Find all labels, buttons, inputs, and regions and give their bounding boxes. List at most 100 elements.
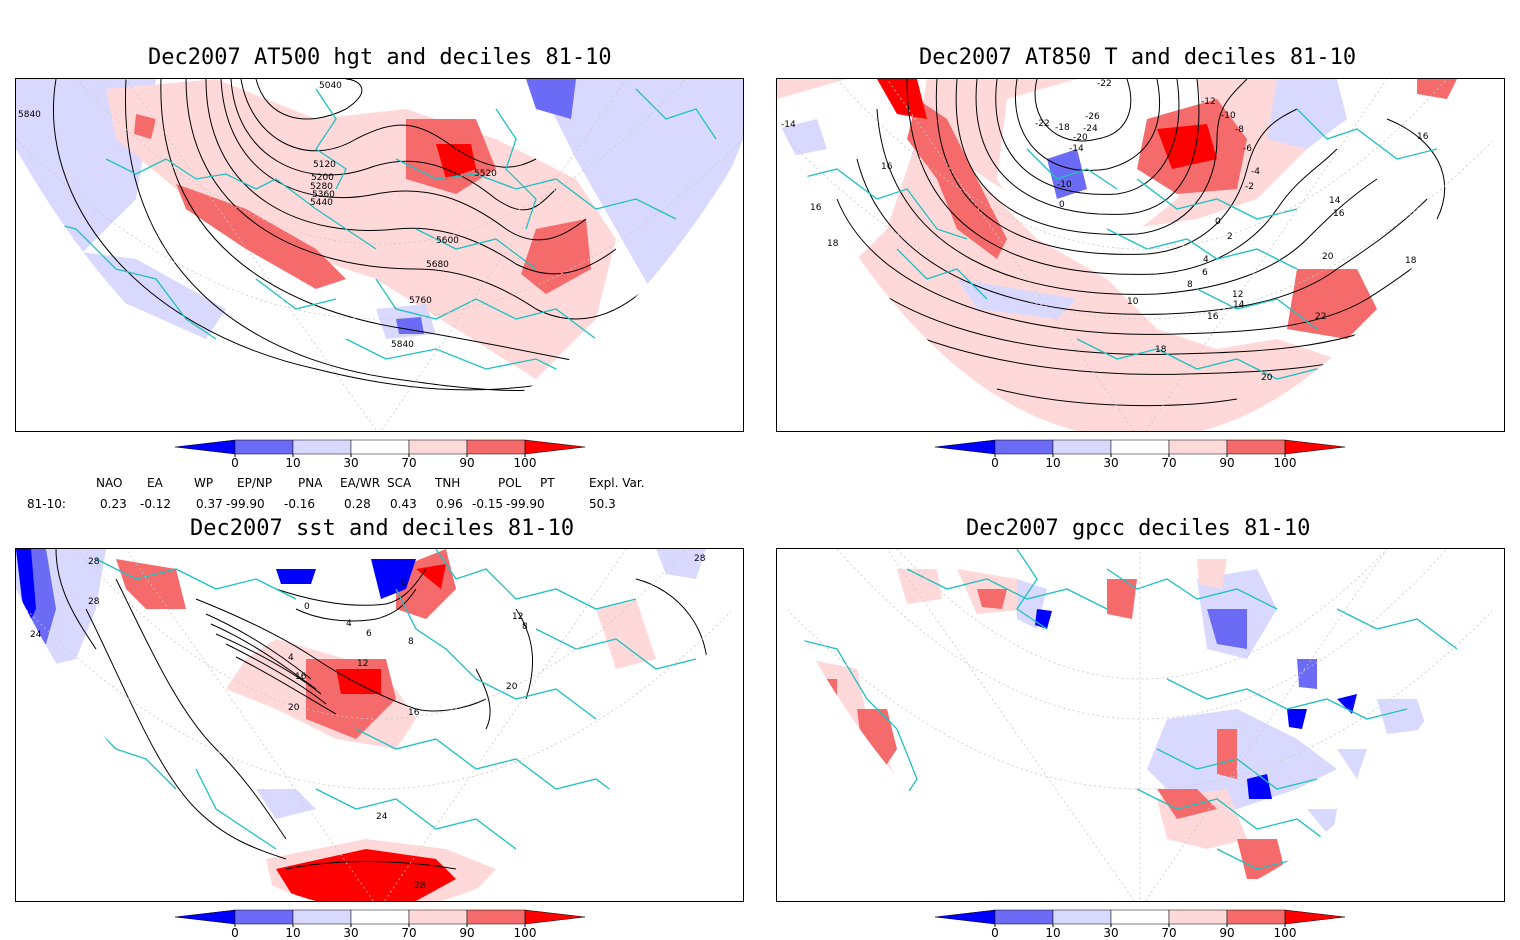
colorbar-tick-label: 100 <box>1274 926 1297 939</box>
contour-label: -10 <box>1221 111 1236 121</box>
colorbar-tick-label: 100 <box>514 456 537 469</box>
contour-label: 18 <box>827 239 839 249</box>
colorbar-swatch <box>1110 909 1170 925</box>
contour-label: 0 <box>304 602 310 612</box>
colorbar-swatches: 0 10 30 70 90 100 <box>934 439 1346 469</box>
index-value: -99.90 <box>226 497 265 511</box>
contour-label: 16 <box>295 672 307 682</box>
colorbar-swatch <box>234 439 294 455</box>
colorbar-hgt500: 0 10 30 70 90 100 <box>174 439 586 469</box>
colorbar-swatch <box>292 909 352 925</box>
colorbar-tick-label: 70 <box>1161 926 1176 939</box>
colorbar-swatch <box>1226 439 1286 455</box>
contour-label: 8 <box>522 622 528 632</box>
colorbar-swatch <box>1226 909 1286 925</box>
contour-label: -6 <box>1243 144 1252 154</box>
colorbar-t850: 0 10 30 70 90 100 <box>934 439 1346 469</box>
colorbar-tick-label: 30 <box>1103 456 1118 469</box>
contour-label: 5840 <box>18 110 41 120</box>
index-header: EP/NP <box>237 476 273 490</box>
colorbar-gpcc: 0 10 30 70 90 100 <box>934 909 1346 939</box>
index-value: -99.90 <box>506 497 545 511</box>
contour-label: 5040 <box>319 81 342 91</box>
colorbar-swatches: 0 10 30 70 90 100 <box>934 909 1346 939</box>
colorbar-swatch <box>408 909 468 925</box>
index-value: 0.96 <box>436 497 463 511</box>
contour-label: 5440 <box>310 198 333 208</box>
colorbar-swatch <box>524 439 586 455</box>
index-value: 0.43 <box>390 497 417 511</box>
contour-label: 28 <box>88 597 100 607</box>
colorbar-swatches: 0 10 30 70 90 100 <box>174 909 586 939</box>
index-header: Expl. Var. <box>589 476 645 490</box>
colorbar-tick-label: 10 <box>285 456 300 469</box>
contour-label: -18 <box>1055 123 1070 133</box>
index-header: EA/WR <box>340 476 381 490</box>
colorbar-swatch <box>466 909 526 925</box>
colorbar-swatch <box>466 439 526 455</box>
contour-label: 5200 <box>311 173 334 183</box>
contour-label: -4 <box>1251 167 1260 177</box>
colorbar-tick-label: 10 <box>1045 926 1060 939</box>
index-header: PT <box>540 476 555 490</box>
index-header: WP <box>194 476 214 490</box>
contour-label: 4 <box>1203 255 1209 265</box>
index-value: 0.28 <box>344 497 371 511</box>
index-header: NAO <box>96 476 123 490</box>
contour-label: 14 <box>1329 196 1341 206</box>
map-panel-gpcc <box>776 548 1505 902</box>
contour-label: -22 <box>1097 79 1112 89</box>
colorbar-swatch <box>174 909 236 925</box>
colorbar-swatch <box>1052 909 1112 925</box>
colorbar-swatch <box>1284 439 1346 455</box>
contour-label: -24 <box>1083 124 1098 134</box>
contour-label: -2 <box>1245 182 1254 192</box>
colorbar-swatch <box>174 439 236 455</box>
colorbar-swatch <box>1168 439 1228 455</box>
colorbar-tick-label: 90 <box>459 926 474 939</box>
contour-label: 5280 <box>310 182 333 192</box>
contour-label: -26 <box>1085 112 1100 122</box>
contour-label: 5840 <box>391 340 414 350</box>
contour-label: 28 <box>694 554 706 564</box>
colorbar-tick-label: 0 <box>231 926 239 939</box>
contour-label: 16 <box>810 203 822 213</box>
index-value: 0.37 <box>196 497 223 511</box>
contour-label: 20 <box>288 703 300 713</box>
colorbar-swatch <box>1168 909 1228 925</box>
index-row-label: 81-10: <box>27 497 66 511</box>
map-panel-sst: 28 28 24 28 24 0 0 4 8 12 16 20 16 12 20… <box>15 548 744 902</box>
index-header: EA <box>147 476 163 490</box>
contour-label: -10 <box>1057 180 1072 190</box>
index-header: SCA <box>387 476 412 490</box>
colorbar-swatch <box>234 909 294 925</box>
map-panel-hgt500: 5040 5120 5200 5280 5360 5440 5520 5600 … <box>15 78 744 432</box>
colorbar-swatch <box>524 909 586 925</box>
colorbar-tick-label: 90 <box>1219 926 1234 939</box>
contour-label: 5520 <box>474 169 497 179</box>
colorbar-swatch <box>350 909 410 925</box>
index-value: 50.3 <box>589 497 616 511</box>
contour-label: 16 <box>1333 209 1345 219</box>
contour-label: 12 <box>512 612 523 622</box>
contour-label: 22 <box>1315 312 1326 322</box>
contour-label: 5760 <box>409 296 432 306</box>
colorbar-swatches: 0 10 30 70 90 100 <box>174 439 586 469</box>
index-header: PNA <box>298 476 323 490</box>
index-value: 0.23 <box>100 497 127 511</box>
colorbar-tick-label: 100 <box>514 926 537 939</box>
colorbar-swatch <box>994 909 1054 925</box>
contour-label: 16 <box>408 708 420 718</box>
contour-label: 20 <box>506 682 518 692</box>
contour-label: -22 <box>1035 119 1050 129</box>
contour-label: 5600 <box>436 236 459 246</box>
contour-label: 6 <box>366 629 372 639</box>
colorbar-swatch <box>408 439 468 455</box>
index-value: -0.15 <box>472 497 504 511</box>
colorbar-tick-label: 0 <box>991 456 999 469</box>
colorbar-swatch <box>1052 439 1112 455</box>
colorbar-tick-label: 100 <box>1274 456 1297 469</box>
contour-label: 28 <box>414 881 426 891</box>
contour-label: 4 <box>288 653 294 663</box>
colorbar-swatch <box>350 439 410 455</box>
